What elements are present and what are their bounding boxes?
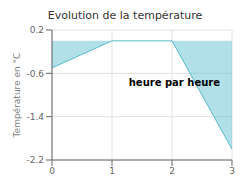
svg-text:3: 3 (229, 166, 235, 176)
svg-text:1: 1 (109, 166, 115, 176)
svg-text:-2.2: -2.2 (26, 155, 44, 165)
svg-text:Température en °C: Température en °C (12, 53, 22, 139)
html-text:Evolution de la température: Evolution de la température (47, 9, 203, 22)
svg-text:2: 2 (169, 166, 175, 176)
svg-text:0.2: 0.2 (30, 25, 44, 35)
html-text:heure par heure: heure par heure (128, 76, 220, 88)
svg-text:0: 0 (49, 166, 55, 176)
svg-text:-0.6: -0.6 (26, 69, 44, 79)
svg-text:-1.4: -1.4 (26, 112, 44, 122)
